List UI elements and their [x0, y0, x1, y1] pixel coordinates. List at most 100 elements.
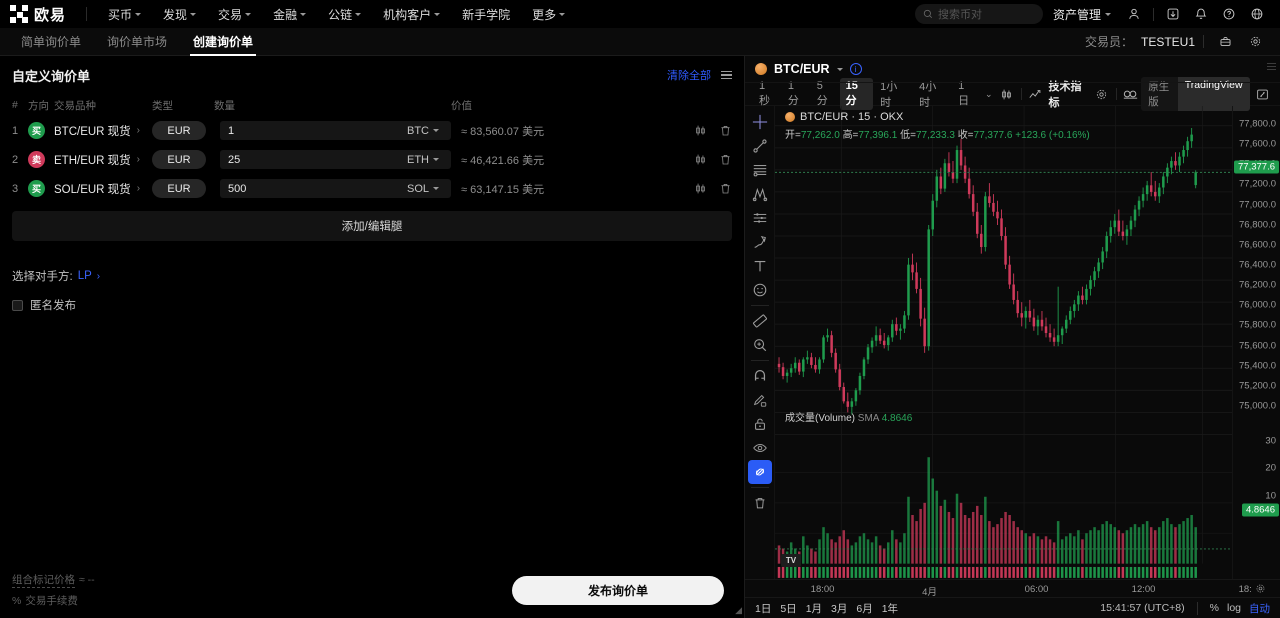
timeframe-1m[interactable]: 1分: [787, 80, 799, 107]
horizontal-lines-icon[interactable]: [748, 158, 772, 182]
notifications-button[interactable]: [1188, 3, 1214, 25]
nav-item-discover[interactable]: 发现: [152, 2, 207, 27]
clear-all-button[interactable]: 清除全部: [667, 70, 711, 82]
chevron-down-icon: [190, 12, 197, 16]
candlestick-icon[interactable]: [694, 182, 707, 195]
scale-auto-button[interactable]: 自动: [1249, 602, 1270, 615]
publish-rfq-button[interactable]: 发布询价单: [512, 575, 724, 605]
lock-icon[interactable]: [748, 412, 772, 436]
tab-create-rfq[interactable]: 创建询价单: [184, 28, 262, 56]
range-5d[interactable]: 5日: [780, 602, 797, 615]
indicators-label[interactable]: 技术指标: [1048, 81, 1082, 109]
unit-selector[interactable]: BTC: [407, 125, 443, 137]
ruler-icon[interactable]: [748, 309, 772, 333]
range-1mo[interactable]: 1月: [805, 602, 823, 615]
chart-settings-icon[interactable]: [1092, 85, 1111, 103]
timeframe-15m[interactable]: 15分: [839, 78, 874, 110]
price-axis[interactable]: 77,800.077,600.077,400.077,200.077,000.0…: [1232, 106, 1280, 579]
timeframe-1d[interactable]: 1日: [958, 80, 970, 107]
fullscreen-icon[interactable]: [1254, 85, 1272, 103]
menu-icon[interactable]: [721, 70, 732, 80]
text-icon[interactable]: [748, 254, 772, 278]
chevron-right-icon[interactable]: ›: [96, 270, 101, 282]
trash-icon[interactable]: [748, 491, 772, 515]
candlestick-icon[interactable]: [694, 124, 707, 137]
search-input[interactable]: 搜索币对: [914, 4, 1043, 24]
range-3mo[interactable]: 3月: [831, 602, 848, 615]
language-button[interactable]: [1244, 3, 1270, 25]
candlestick-icon[interactable]: [694, 153, 707, 166]
scale-log-button[interactable]: log: [1226, 602, 1241, 614]
portfolio-button[interactable]: [1212, 31, 1238, 53]
resize-handle[interactable]: ◢: [735, 605, 742, 615]
symbol-selector[interactable]: SOL/EUR 现货 ›: [54, 181, 152, 197]
settings-button[interactable]: [1242, 31, 1268, 53]
direction-toggle[interactable]: 买: [28, 180, 45, 197]
nav-item-institutional[interactable]: 机构客户: [372, 2, 451, 27]
compare-icon[interactable]: [1122, 85, 1141, 103]
assets-management-menu[interactable]: 资产管理: [1045, 6, 1119, 23]
type-selector[interactable]: EUR: [152, 179, 206, 198]
symbol-selector[interactable]: BTC/EUR 现货 ›: [54, 123, 152, 139]
delete-row-icon[interactable]: [719, 153, 732, 166]
okx-logo[interactable]: 欧易: [10, 4, 66, 25]
pencil-lock-icon[interactable]: [748, 388, 772, 412]
pitchfork-icon[interactable]: [748, 182, 772, 206]
chart-plot-area[interactable]: BTC/EUR · 15 · OKX 开=77,262.0 高=77,396.1…: [775, 106, 1232, 579]
delete-row-icon[interactable]: [719, 124, 732, 137]
anonymous-label[interactable]: 匿名发布: [30, 300, 76, 312]
timeframe-4h[interactable]: 4小时: [919, 81, 937, 109]
type-selector[interactable]: EUR: [152, 150, 206, 169]
trend-line-icon[interactable]: [748, 134, 772, 158]
range-6mo[interactable]: 6月: [856, 602, 873, 615]
chevron-down-icon: [300, 12, 307, 16]
indicators-icon[interactable]: [1027, 85, 1046, 103]
magnet-icon[interactable]: [748, 364, 772, 388]
timeframe-5m[interactable]: 5分: [816, 80, 828, 107]
type-selector[interactable]: EUR: [152, 121, 206, 140]
tab-rfq-market[interactable]: 询价单市场: [98, 28, 176, 56]
time-axis[interactable]: 18:00 4月 06:00 12:00 18:: [745, 579, 1280, 598]
unit-selector[interactable]: ETH: [407, 154, 443, 166]
chevron-down-icon[interactable]: ⌄: [985, 88, 993, 99]
brush-icon[interactable]: [748, 230, 772, 254]
add-edit-leg-button[interactable]: 添加/编辑腿: [12, 211, 732, 241]
symbol-selector[interactable]: ETH/EUR 现货 ›: [54, 152, 152, 168]
download-button[interactable]: [1160, 3, 1186, 25]
direction-toggle[interactable]: 买: [28, 122, 45, 139]
user-account-button[interactable]: [1121, 3, 1147, 25]
link-icon[interactable]: [747, 460, 772, 484]
time-axis-settings-icon[interactable]: [1255, 583, 1266, 594]
mode-native[interactable]: 原生版: [1148, 81, 1170, 108]
emoji-icon[interactable]: [748, 278, 772, 302]
nav-item-more[interactable]: 更多: [521, 2, 576, 27]
unit-selector[interactable]: SOL: [407, 183, 443, 195]
timeframe-1s[interactable]: 1秒: [759, 80, 770, 107]
help-button[interactable]: [1216, 3, 1242, 25]
zoom-in-icon[interactable]: [748, 333, 772, 357]
scale-percent-button[interactable]: %: [1209, 602, 1219, 614]
nav-item-trade[interactable]: 交易: [207, 2, 262, 27]
quantity-input[interactable]: [228, 182, 407, 195]
timeframe-1h[interactable]: 1小时: [880, 81, 898, 109]
gann-fan-icon[interactable]: [748, 206, 772, 230]
quantity-input[interactable]: [228, 153, 407, 166]
candlestick-type-icon[interactable]: [998, 85, 1017, 103]
nav-item-academy[interactable]: 新手学院: [451, 2, 521, 27]
direction-toggle[interactable]: 卖: [28, 151, 45, 168]
anonymous-checkbox[interactable]: [12, 299, 23, 311]
counterparty-selector[interactable]: LP: [77, 270, 92, 282]
delete-row-icon[interactable]: [719, 182, 732, 195]
tradingview-logo[interactable]: TV: [781, 554, 801, 567]
quantity-input[interactable]: [228, 124, 407, 137]
range-1y[interactable]: 1年: [881, 602, 899, 615]
nav-item-buy[interactable]: 买币: [97, 2, 152, 27]
info-icon[interactable]: i: [849, 63, 862, 75]
nav-item-finance[interactable]: 金融: [262, 2, 317, 27]
chevron-down-icon[interactable]: [836, 67, 843, 71]
crosshair-icon[interactable]: [748, 110, 772, 134]
nav-item-chain[interactable]: 公链: [317, 2, 372, 27]
range-1d[interactable]: 1日: [755, 602, 772, 615]
tab-simple-rfq[interactable]: 简单询价单: [12, 28, 90, 56]
eye-icon[interactable]: [748, 436, 772, 460]
